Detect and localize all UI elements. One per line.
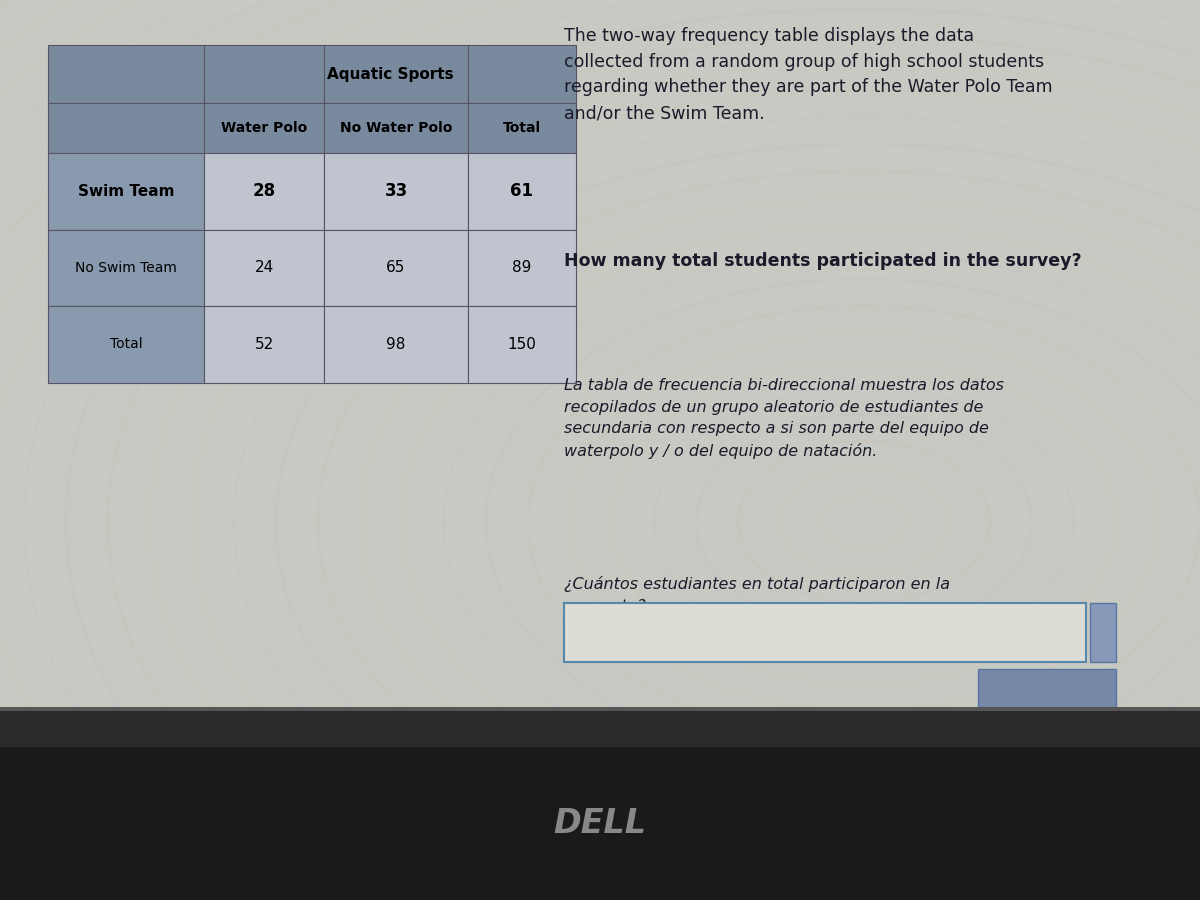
Text: 98: 98 xyxy=(386,337,406,352)
Bar xyxy=(48,306,204,382)
Bar xyxy=(324,230,468,306)
Bar xyxy=(48,45,204,104)
Text: The two-way frequency table displays the data
collected from a random group of h: The two-way frequency table displays the… xyxy=(564,27,1052,122)
Text: ¿Cuántos estudiantes en total participaron en la
encuesta?: ¿Cuántos estudiantes en total participar… xyxy=(564,576,950,614)
Bar xyxy=(204,230,324,306)
Bar xyxy=(468,230,576,306)
Text: Total: Total xyxy=(109,338,143,351)
Bar xyxy=(468,306,576,382)
Bar xyxy=(48,104,204,153)
Bar xyxy=(204,104,324,153)
Bar xyxy=(0,738,1200,900)
Text: How many total students participated in the survey?: How many total students participated in … xyxy=(564,252,1081,270)
Text: 28: 28 xyxy=(252,182,276,201)
Bar xyxy=(324,306,468,382)
Text: DELL: DELL xyxy=(553,807,647,840)
Bar xyxy=(468,153,576,230)
Text: Swim Team: Swim Team xyxy=(78,184,174,199)
Text: 24: 24 xyxy=(254,260,274,275)
Text: 89: 89 xyxy=(512,260,532,275)
Bar xyxy=(1090,603,1116,662)
Bar xyxy=(0,711,1200,747)
Bar xyxy=(468,104,576,153)
Bar xyxy=(48,230,204,306)
Text: 52: 52 xyxy=(254,337,274,352)
Text: No Water Polo: No Water Polo xyxy=(340,122,452,135)
Bar xyxy=(324,45,468,104)
Bar xyxy=(324,153,468,230)
Text: No Swim Team: No Swim Team xyxy=(76,261,176,274)
Bar xyxy=(48,153,204,230)
Bar xyxy=(324,104,468,153)
Bar xyxy=(564,603,1086,662)
Bar xyxy=(0,706,1200,711)
Text: 33: 33 xyxy=(384,182,408,201)
Text: 61: 61 xyxy=(510,182,534,201)
Text: 150: 150 xyxy=(508,337,536,352)
Bar xyxy=(978,669,1116,707)
Bar xyxy=(468,45,576,104)
Bar xyxy=(204,153,324,230)
Bar xyxy=(204,306,324,382)
Text: Total: Total xyxy=(503,122,541,135)
Text: Aquatic Sports: Aquatic Sports xyxy=(326,67,454,82)
Text: Water Polo: Water Polo xyxy=(221,122,307,135)
Bar xyxy=(204,45,324,104)
Text: 65: 65 xyxy=(386,260,406,275)
Text: La tabla de frecuencia bi-direccional muestra los datos
recopilados de un grupo : La tabla de frecuencia bi-direccional mu… xyxy=(564,378,1004,459)
